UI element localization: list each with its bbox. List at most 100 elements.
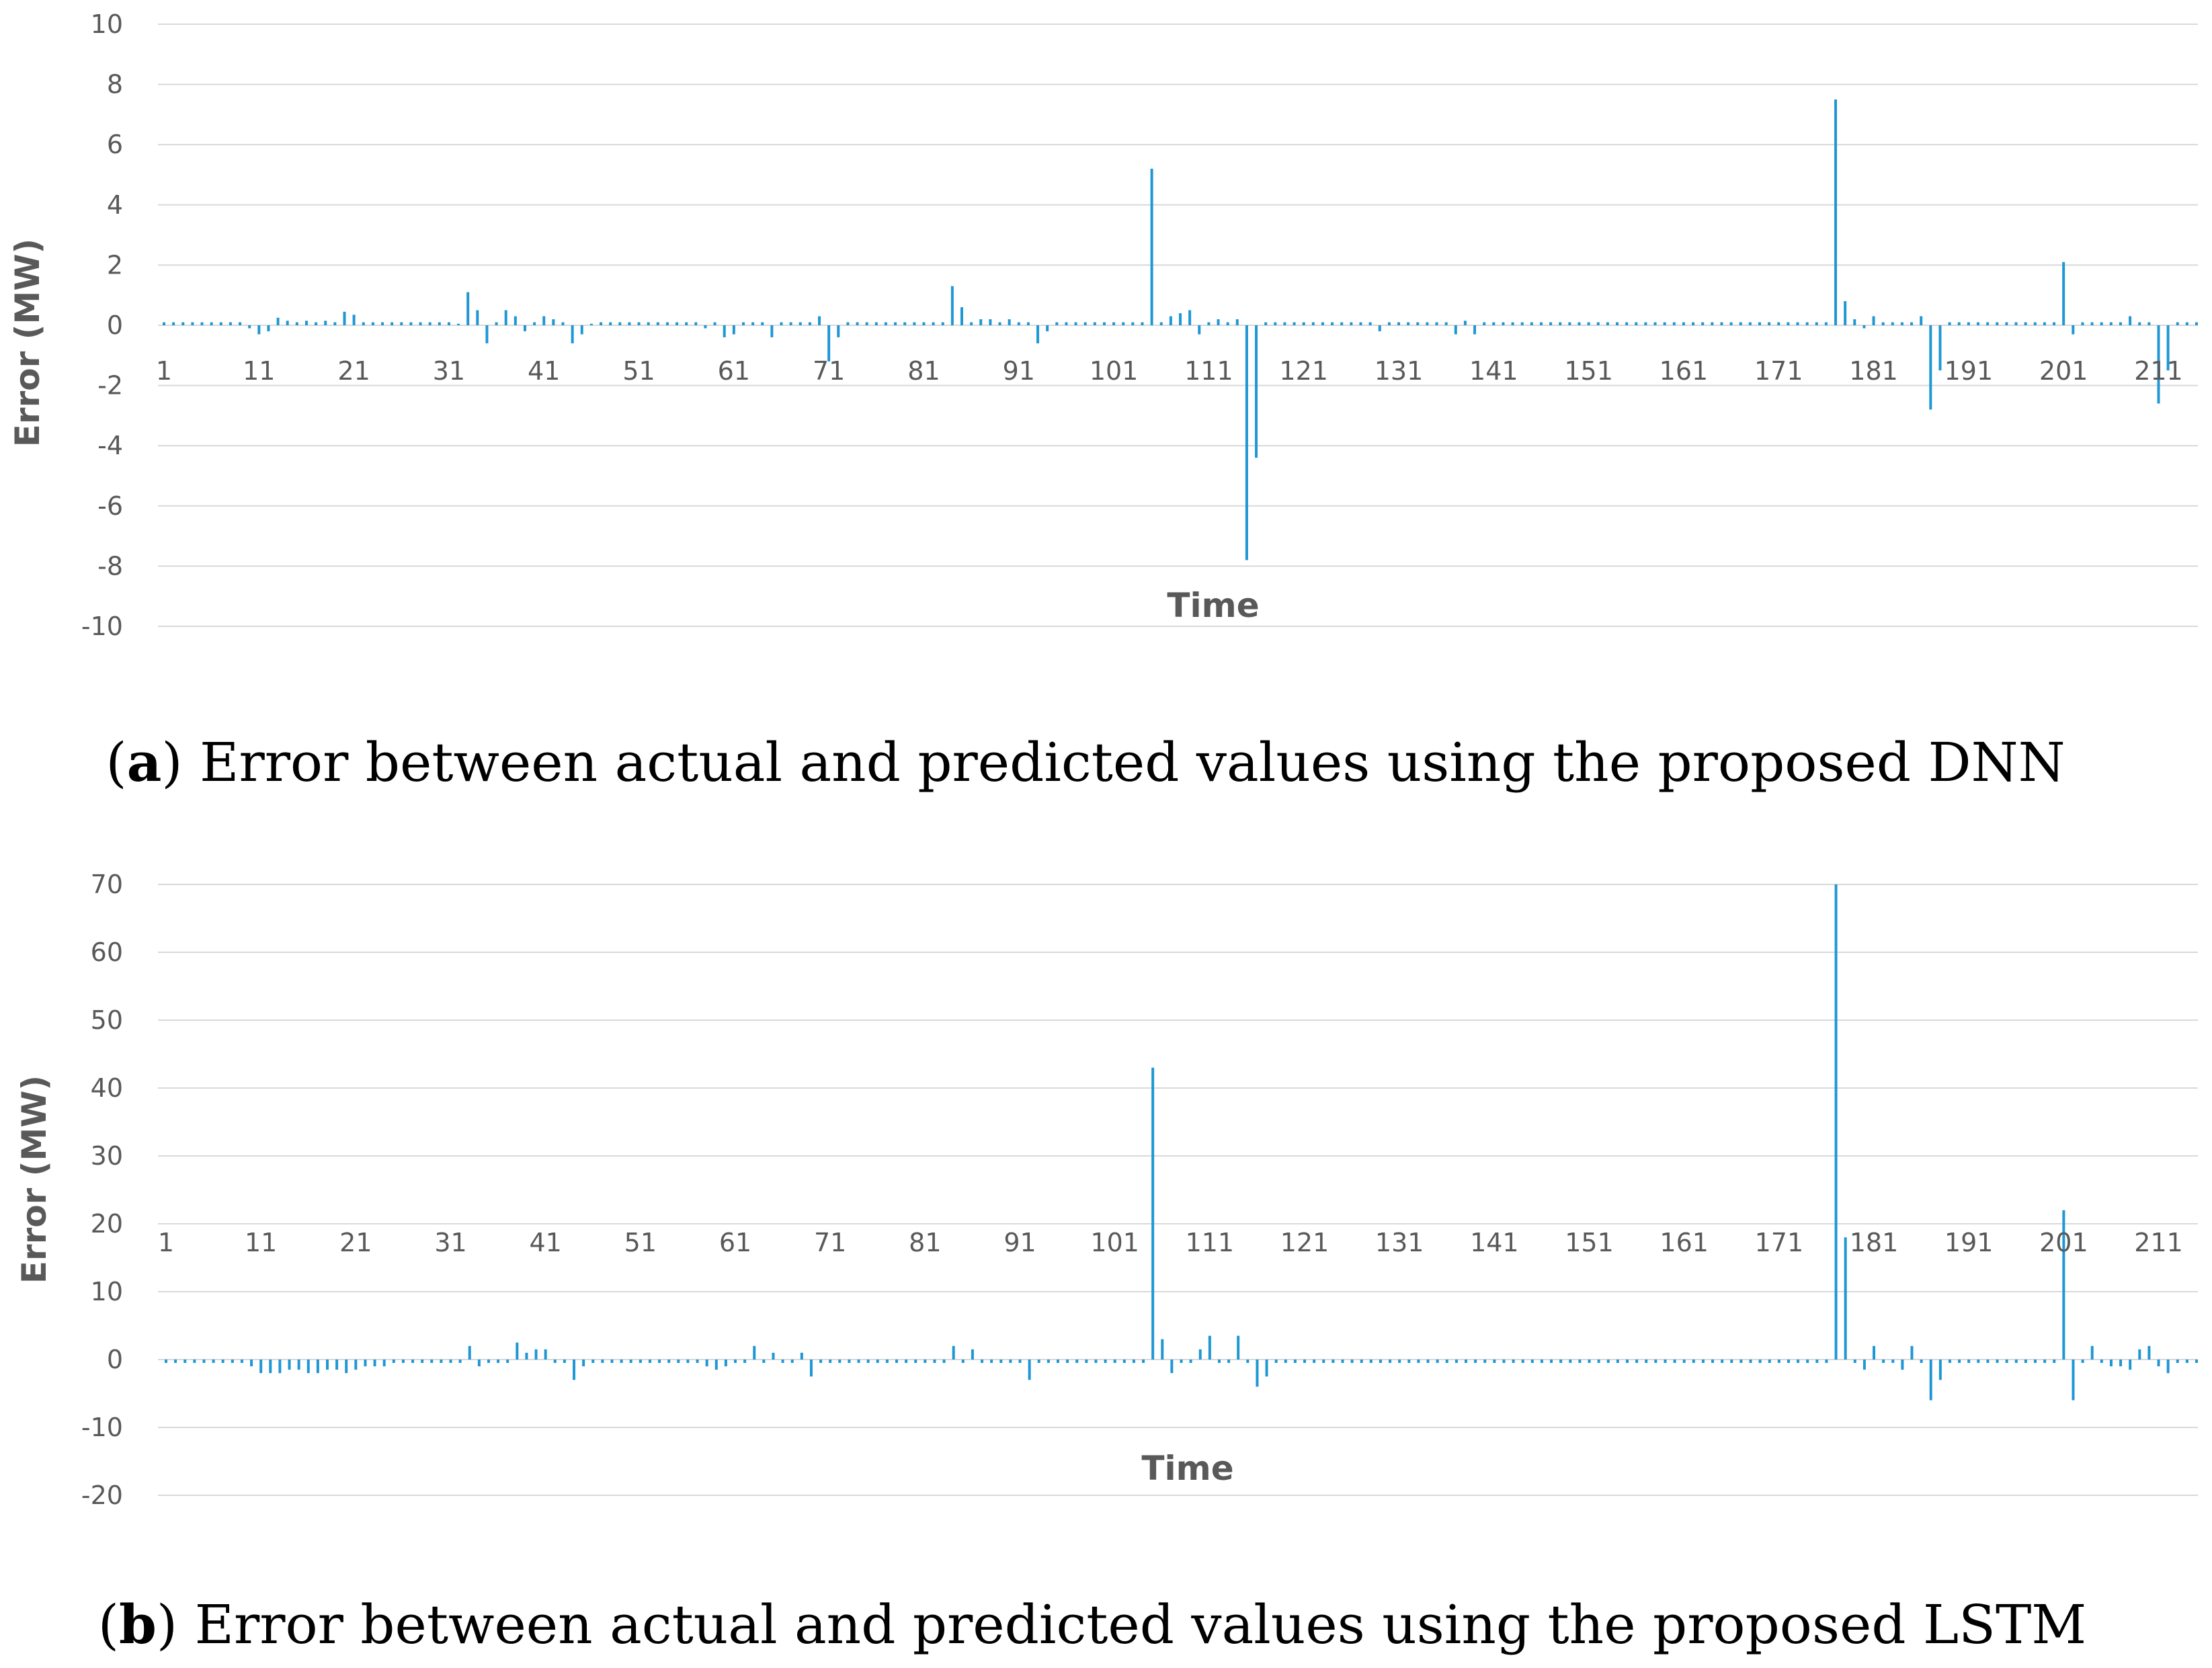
error-bar [600,322,603,325]
error-bar [1283,322,1286,325]
y-tick-label: 20 [91,1209,123,1239]
error-bar [913,322,916,325]
error-bar [837,325,840,337]
error-bar [1237,1335,1240,1360]
x-tick-label: 151 [1564,356,1613,386]
error-bar [1426,322,1429,325]
error-bar [1483,1360,1487,1364]
error-bar [1616,1360,1619,1364]
error-bar [1958,1360,1961,1364]
error-bar [647,322,650,325]
error-bar [1881,322,1885,325]
error-bar [629,1360,632,1364]
error-bar [1796,322,1799,325]
error-bar [333,322,337,325]
error-bar [1436,1360,1439,1364]
error-bar [1180,1360,1183,1364]
error-bar [903,322,907,325]
error-bar [1530,1360,1534,1364]
error-bar [589,323,593,325]
error-bar [905,1360,908,1364]
y-tick-label: -10 [81,1413,123,1442]
error-bar [1587,322,1590,325]
error-bar [1862,325,1866,329]
error-bar [1075,1360,1079,1364]
error-bar [743,1360,747,1364]
error-bar [497,1360,500,1364]
error-bar [1625,1360,1629,1364]
error-bar [1397,322,1401,325]
error-bar [1235,319,1239,325]
error-bar [1929,325,1932,410]
error-bar [278,1360,282,1374]
error-bar [1028,1360,1031,1380]
error-bar [2185,322,2188,325]
error-bar [371,322,374,325]
y-tick-label: 4 [107,190,123,220]
error-bar [1179,313,1182,325]
error-bar [1805,322,1809,325]
error-bar [1986,1360,1990,1364]
error-bar [1246,1360,1250,1364]
error-bar [1009,1360,1012,1364]
error-bar [2109,1360,2113,1367]
y-tick-label: 30 [91,1141,123,1171]
error-bar [2157,1360,2160,1367]
error-bar [240,1360,243,1364]
error-bar [781,1360,784,1364]
x-tick-label: 71 [814,1228,846,1257]
error-bar [1844,1237,1847,1360]
error-bar [534,1349,538,1360]
error-bar [428,322,432,325]
error-bar [391,322,394,325]
error-bar [952,1345,955,1360]
error-bar [1825,1360,1828,1364]
error-bar [609,322,612,325]
gridlines [158,884,2198,1496]
error-bar [440,1360,443,1364]
error-bar [1550,1360,1553,1364]
error-bar [1142,1360,1145,1364]
error-bar [1596,322,1600,325]
error-bar [2100,322,2103,325]
error-bar [1085,1360,1088,1364]
error-bar [1217,1360,1221,1364]
x-tick-label: 141 [1470,1228,1519,1257]
error-bar [2024,1360,2027,1364]
error-bar [2014,1360,2018,1364]
error-bar [800,1352,803,1360]
error-bar [1853,319,1856,325]
y-tick-labels: 10 8 6 4 2 0 -2 -4 -6 -8 -10 [81,9,123,641]
error-bar [1787,1360,1790,1364]
error-bar [163,322,165,325]
x-tick-label: 91 [1003,1228,1036,1257]
x-tick-label: 81 [907,356,940,386]
error-bar [932,322,935,325]
error-bar [894,322,897,325]
y-tick-label: 40 [91,1073,123,1103]
error-bar [1701,322,1705,325]
error-bar [981,1360,984,1364]
error-bar [1834,99,1838,325]
error-bar [1891,1360,1895,1364]
error-bar [1967,322,1970,325]
error-bar [1369,1360,1373,1364]
error-bar [1227,1360,1231,1364]
error-bar [2090,322,2094,325]
error-bar [1378,325,1381,331]
error-bar [876,1360,879,1364]
error-bar [685,322,688,325]
error-bar [741,322,745,325]
error-bar [392,1360,395,1364]
error-bar [2195,322,2198,325]
y-axis-title: Error (MW) [15,1075,54,1284]
error-bar [857,1360,860,1364]
error-bar [477,1360,481,1367]
error-bar [1938,325,1942,371]
error-bar [1749,1360,1752,1364]
error-bar [751,322,755,325]
error-bar [1113,1360,1116,1364]
error-bar [1653,322,1657,325]
error-bar [848,1360,851,1364]
y-tick-label: 10 [91,1277,123,1306]
